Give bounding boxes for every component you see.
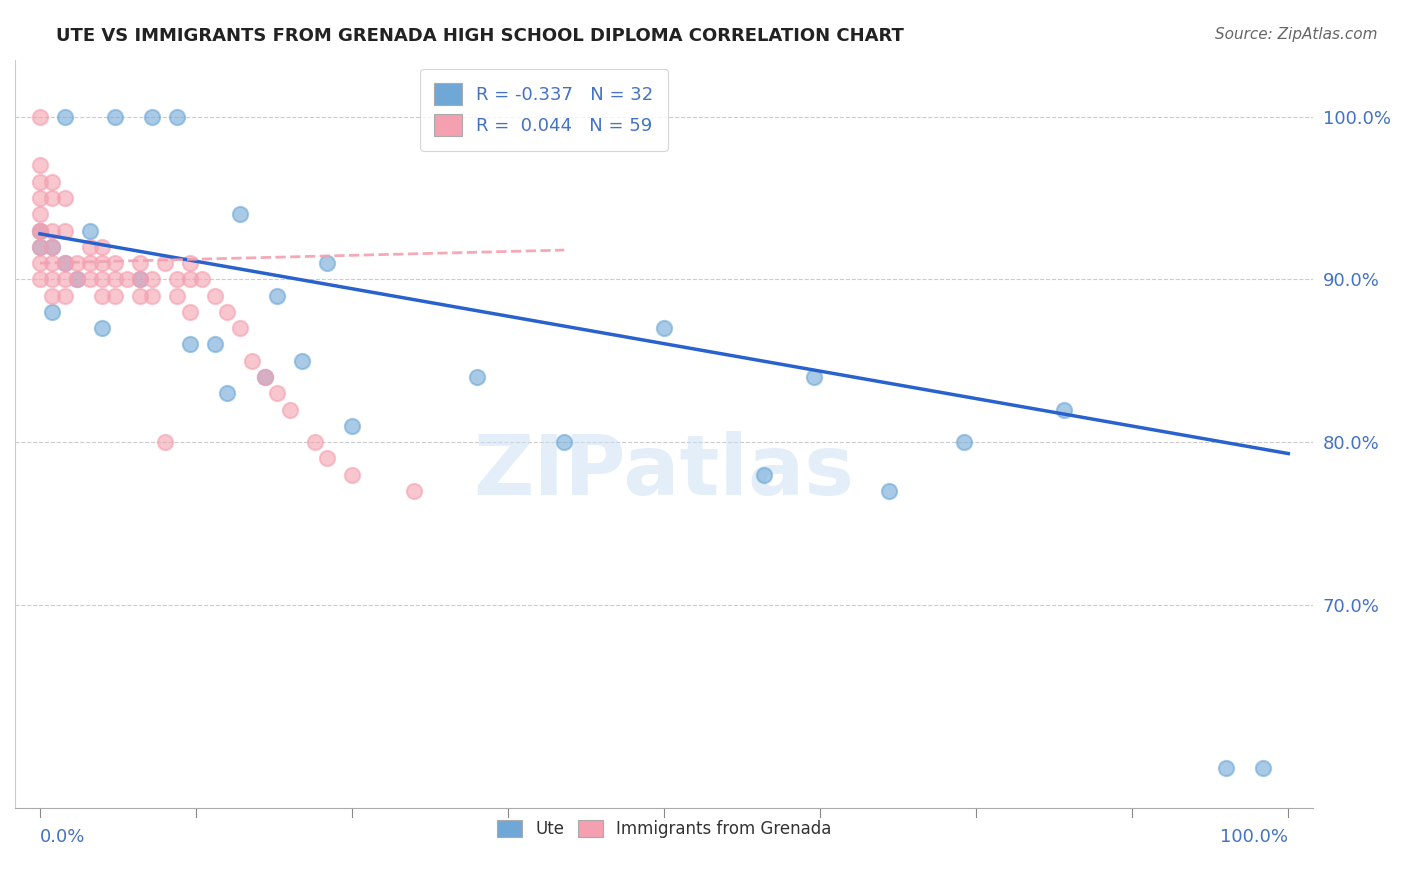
Point [28,175,51,189]
Point [179,272,201,286]
Point [340,467,363,482]
Point [28,240,51,254]
Point [28,158,51,172]
Point [253,370,276,384]
Point [41,240,63,254]
Point [291,353,314,368]
Point [141,272,163,286]
Point [204,337,226,351]
Point [28,256,51,270]
Point [91,288,114,302]
Point [253,370,276,384]
Point [1253,761,1275,775]
Point [316,256,339,270]
Point [217,386,239,401]
Point [128,272,150,286]
Point [240,353,263,368]
Point [41,191,63,205]
Point [66,256,89,270]
Text: 0.0%: 0.0% [39,828,86,846]
Point [79,240,101,254]
Point [278,402,301,417]
Point [28,223,51,237]
Point [66,272,89,286]
Point [28,223,51,237]
Point [104,272,127,286]
Point [179,256,201,270]
Point [404,483,426,498]
Point [191,272,214,286]
Text: 100.0%: 100.0% [1220,828,1288,846]
Point [465,370,488,384]
Point [141,110,163,124]
Point [166,272,188,286]
Point [316,451,339,466]
Point [41,240,63,254]
Text: ZIPatlas: ZIPatlas [474,431,855,512]
Point [28,110,51,124]
Point [53,288,76,302]
Point [752,467,775,482]
Point [53,191,76,205]
Point [128,272,150,286]
Point [117,272,139,286]
Point [41,175,63,189]
Point [340,418,363,433]
Point [41,223,63,237]
Point [53,272,76,286]
Point [41,272,63,286]
Point [53,256,76,270]
Point [217,305,239,319]
Point [266,386,288,401]
Point [28,207,51,221]
Point [91,321,114,335]
Point [53,256,76,270]
Point [91,272,114,286]
Point [204,288,226,302]
Text: UTE VS IMMIGRANTS FROM GRENADA HIGH SCHOOL DIPLOMA CORRELATION CHART: UTE VS IMMIGRANTS FROM GRENADA HIGH SCHO… [56,27,904,45]
Point [1052,402,1074,417]
Point [803,370,825,384]
Point [41,288,63,302]
Point [952,435,974,450]
Point [266,288,288,302]
Point [28,272,51,286]
Point [153,256,176,270]
Point [41,256,63,270]
Point [28,223,51,237]
Point [652,321,675,335]
Point [53,223,76,237]
Point [41,305,63,319]
Point [1215,761,1237,775]
Point [53,110,76,124]
Point [28,191,51,205]
Point [153,435,176,450]
Point [166,288,188,302]
Point [128,288,150,302]
Legend: Ute, Immigrants from Grenada: Ute, Immigrants from Grenada [491,814,838,845]
Point [166,110,188,124]
Point [104,256,127,270]
Point [104,110,127,124]
Point [228,207,250,221]
Point [104,288,127,302]
Point [91,256,114,270]
Point [91,240,114,254]
Point [304,435,326,450]
Point [79,272,101,286]
Point [79,256,101,270]
Point [66,272,89,286]
Point [141,288,163,302]
Point [179,305,201,319]
Point [877,483,900,498]
Point [553,435,575,450]
Text: Source: ZipAtlas.com: Source: ZipAtlas.com [1215,27,1378,42]
Point [128,256,150,270]
Point [28,240,51,254]
Point [179,337,201,351]
Point [228,321,250,335]
Point [79,223,101,237]
